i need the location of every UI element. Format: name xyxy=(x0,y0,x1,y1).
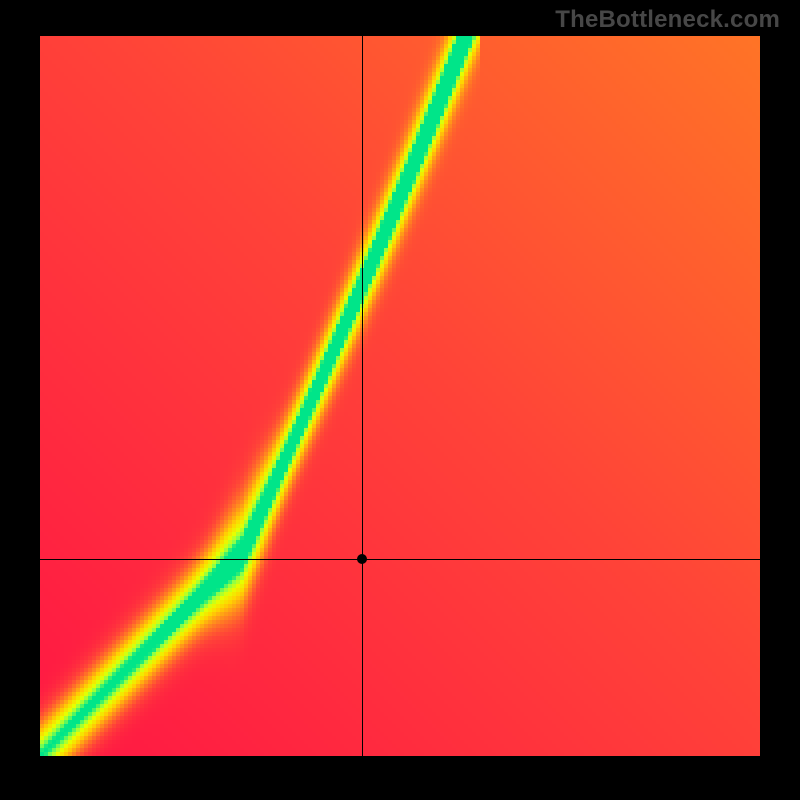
heatmap-canvas xyxy=(40,36,760,756)
chart-container: { "watermark": "TheBottleneck.com", "cha… xyxy=(0,0,800,800)
plot-area xyxy=(40,36,760,756)
watermark-text: TheBottleneck.com xyxy=(555,6,780,34)
